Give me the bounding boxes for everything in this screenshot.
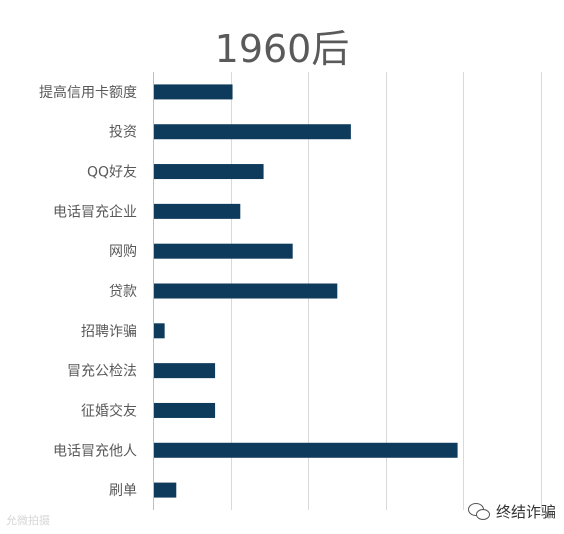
bar (154, 203, 241, 219)
watermark-right-text: 终结诈骗 (495, 503, 556, 521)
watermark-left-text: 允微拍摄 (6, 514, 50, 527)
category-label: 招聘诈骗 (81, 324, 137, 340)
bar (154, 442, 458, 458)
category-label: QQ好友 (87, 165, 137, 181)
chart-title: 1960后 (214, 27, 350, 71)
category-label: 贷款 (109, 284, 137, 300)
category-label: 投资 (109, 125, 137, 141)
watermark-right: 终结诈骗 (467, 501, 556, 522)
bar (154, 283, 338, 299)
category-label: 电话冒充他人 (53, 443, 137, 459)
category-label: 电话冒充企业 (53, 203, 137, 220)
category-label: 冒充公检法 (67, 364, 137, 380)
bar (154, 482, 177, 498)
wechat-icon (467, 502, 490, 521)
category-label: 提高信用卡额度 (39, 84, 137, 101)
category-label: 网购 (109, 244, 137, 260)
category-label: 征婚交友 (81, 402, 137, 419)
bar (154, 323, 165, 339)
bar (154, 402, 216, 418)
bar (154, 164, 264, 180)
bar (154, 84, 233, 100)
category-label: 刷单 (109, 483, 137, 499)
bar (154, 124, 351, 140)
watermark-left: 允微拍摄 (6, 512, 50, 528)
bar (154, 363, 216, 379)
bar (154, 243, 293, 259)
